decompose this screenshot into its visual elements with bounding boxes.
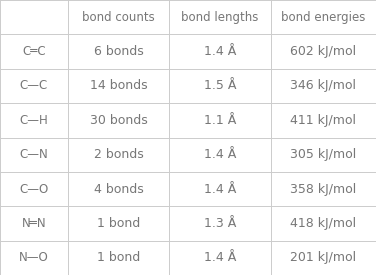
Text: 4 bonds: 4 bonds: [94, 183, 143, 196]
Text: 30 bonds: 30 bonds: [89, 114, 147, 127]
Text: bond lengths: bond lengths: [181, 11, 259, 24]
Text: 1.4 Å: 1.4 Å: [204, 183, 236, 196]
Text: 305 kJ/mol: 305 kJ/mol: [290, 148, 356, 161]
Text: 418 kJ/mol: 418 kJ/mol: [290, 217, 356, 230]
Text: 346 kJ/mol: 346 kJ/mol: [290, 79, 356, 92]
Text: C—N: C—N: [20, 148, 48, 161]
Text: 358 kJ/mol: 358 kJ/mol: [290, 183, 356, 196]
Text: C═C: C═C: [22, 45, 45, 58]
Text: N═N: N═N: [21, 217, 46, 230]
Text: 1 bond: 1 bond: [97, 217, 140, 230]
Text: 6 bonds: 6 bonds: [94, 45, 143, 58]
Text: N—O: N—O: [19, 251, 49, 264]
Text: 411 kJ/mol: 411 kJ/mol: [290, 114, 356, 127]
Text: 201 kJ/mol: 201 kJ/mol: [290, 251, 356, 264]
Text: 1.4 Å: 1.4 Å: [204, 251, 236, 264]
Text: 14 bonds: 14 bonds: [89, 79, 147, 92]
Text: 2 bonds: 2 bonds: [94, 148, 143, 161]
Text: 1.4 Å: 1.4 Å: [204, 148, 236, 161]
Text: C—O: C—O: [19, 183, 49, 196]
Text: C—C: C—C: [20, 79, 48, 92]
Text: 1.5 Å: 1.5 Å: [204, 79, 236, 92]
Text: 1.1 Å: 1.1 Å: [204, 114, 236, 127]
Text: 1.3 Å: 1.3 Å: [204, 217, 236, 230]
Text: bond counts: bond counts: [82, 11, 155, 24]
Text: C—H: C—H: [20, 114, 48, 127]
Text: bond energies: bond energies: [281, 11, 365, 24]
Text: 1.4 Å: 1.4 Å: [204, 45, 236, 58]
Text: 1 bond: 1 bond: [97, 251, 140, 264]
Text: 602 kJ/mol: 602 kJ/mol: [290, 45, 356, 58]
